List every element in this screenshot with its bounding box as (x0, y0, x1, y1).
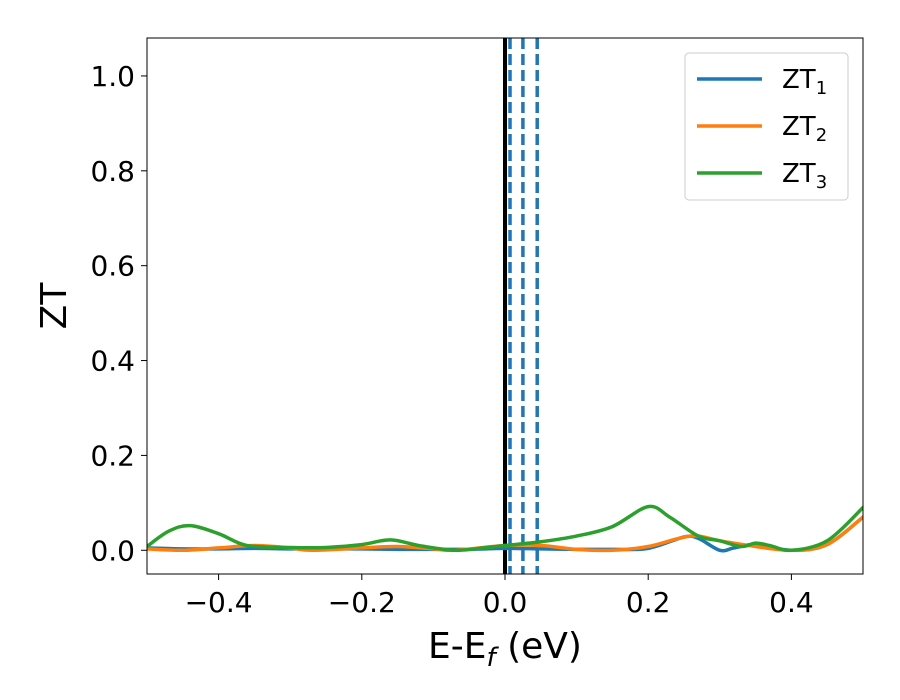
x-axis-label-unit: (eV) (496, 626, 582, 667)
legend: ZT1 ZT2 ZT3 (684, 52, 849, 201)
x-tick-label: 0.2 (626, 586, 671, 619)
y-tick-label: 1.0 (90, 60, 135, 93)
x-axis-ticks: −0.4 −0.2 0.0 0.2 0.4 (185, 574, 814, 619)
x-tick-label: 0.4 (769, 586, 814, 619)
x-tick-label: −0.4 (185, 586, 253, 619)
y-axis-label: ZT (34, 282, 75, 330)
legend-label-zt3: ZT3 (782, 159, 827, 193)
y-tick-label: 0.6 (90, 250, 135, 283)
legend-label-zt1: ZT1 (782, 65, 827, 99)
series-lines (147, 504, 863, 553)
y-tick-label: 0.4 (90, 345, 135, 378)
series-line-zt3 (147, 504, 863, 553)
y-tick-label: 0.2 (90, 439, 135, 472)
legend-frame (684, 52, 849, 201)
legend-label-zt2: ZT2 (782, 112, 827, 146)
y-tick-label: 0.0 (90, 534, 135, 567)
reference-lines (503, 38, 539, 574)
y-axis-ticks: 0.0 0.2 0.4 0.6 0.8 1.0 (90, 60, 147, 567)
y-tick-label: 0.8 (90, 155, 135, 188)
x-tick-label: −0.2 (328, 586, 396, 619)
x-axis-label: E-Ef (eV) (428, 626, 582, 673)
x-tick-label: 0.0 (483, 586, 528, 619)
x-axis-label-main: E-E (428, 626, 486, 667)
